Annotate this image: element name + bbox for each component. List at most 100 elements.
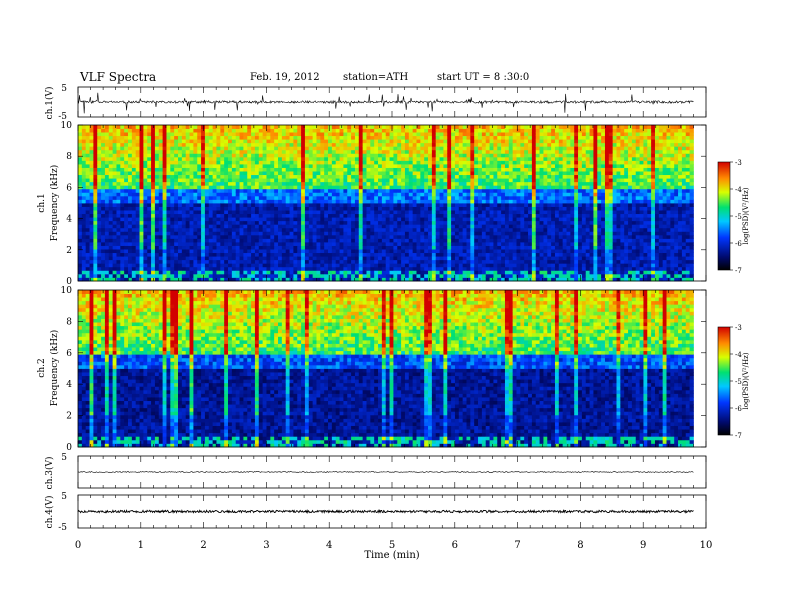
spectrogram-cell	[485, 178, 490, 183]
spectrogram-cell	[278, 213, 283, 218]
spectrogram-cell	[289, 171, 294, 176]
spectrogram-cell	[289, 185, 294, 190]
spectrogram-cell	[243, 142, 248, 147]
spectrogram-cell	[381, 231, 387, 236]
spectrogram-cell	[97, 252, 102, 257]
spectrogram-cell	[304, 149, 310, 154]
spectrogram-cell	[274, 174, 279, 179]
spectrogram-cell	[412, 242, 417, 246]
spectrogram-cell	[312, 245, 317, 250]
spectrogram-cell	[378, 249, 383, 254]
spectrogram-cell	[254, 153, 260, 158]
spectrogram-cell	[251, 273, 256, 278]
spectrogram-cell	[366, 249, 371, 254]
spectrogram-cell	[258, 206, 264, 211]
spectrogram-cell	[378, 220, 383, 225]
spectrogram-cell	[412, 245, 417, 250]
spectrogram-cell	[201, 227, 206, 232]
spectrogram-cell	[174, 132, 179, 137]
spectrogram-cell	[374, 242, 379, 246]
spectrogram-cell	[478, 171, 483, 176]
spectrogram-cell	[335, 167, 340, 172]
spectrogram-cell	[439, 273, 444, 278]
spectrogram-cell	[408, 234, 414, 239]
spectrogram-cell	[178, 146, 183, 151]
spectrogram-cell	[301, 174, 306, 179]
spectrogram-cell	[216, 213, 221, 218]
spectrogram-cell	[331, 206, 337, 211]
ch1-ytick-top: 5	[61, 84, 67, 94]
spectrogram-cell	[501, 213, 506, 218]
spectrogram-cell	[293, 185, 298, 190]
spectrogram-cell	[274, 252, 279, 257]
spectrogram-cell	[443, 128, 448, 133]
spectrogram-cell	[178, 270, 183, 275]
spectrogram-cell	[354, 213, 360, 218]
spectrogram-cell	[151, 266, 156, 271]
spectrogram-cell	[231, 181, 237, 186]
spectrogram-cell	[328, 203, 333, 207]
spectrogram-cell	[158, 171, 164, 176]
spectrogram-cell	[162, 139, 167, 144]
spectrogram-cell	[101, 171, 106, 176]
spectrogram-cell	[201, 220, 206, 225]
spectrogram-cell	[420, 206, 425, 211]
spectrogram-cell	[220, 174, 225, 179]
spectrogram-cell	[489, 135, 494, 140]
spectrogram-cell	[197, 266, 202, 271]
spectrogram-cell	[381, 277, 387, 282]
spectrogram-cell	[135, 128, 140, 133]
spectrogram-cell	[481, 132, 487, 137]
spectrogram-cell	[308, 164, 314, 168]
spectrogram-cell	[328, 227, 333, 232]
spectrogram-cell	[385, 192, 390, 197]
spectrogram-cell	[266, 142, 271, 147]
spectrogram-cell	[208, 160, 214, 165]
spectrogram-cell	[254, 210, 260, 215]
spectrogram-cell	[189, 188, 194, 193]
spectrogram-cell	[431, 149, 437, 154]
spectrogram-cell	[420, 263, 425, 268]
spectrogram-cell	[331, 242, 337, 246]
spectrogram-cell	[362, 277, 367, 282]
spectrogram-cell	[212, 266, 217, 271]
spectrogram-cell	[274, 135, 279, 140]
spectrogram-cell	[289, 220, 294, 225]
spectrogram-cell	[274, 217, 279, 222]
spectrogram-cell	[128, 185, 133, 190]
spectrogram-cell	[401, 167, 406, 172]
spectrogram-cell	[251, 270, 256, 275]
spectrogram-cell	[424, 238, 429, 243]
spectrogram-cell	[289, 217, 294, 222]
spectrogram-cell	[301, 220, 306, 225]
spectrogram-cell	[478, 203, 483, 207]
spectrogram-cell	[278, 199, 283, 204]
spectrogram-cell	[378, 149, 383, 154]
spectrogram-cell	[489, 181, 494, 186]
spectrogram-cell	[301, 178, 306, 183]
spectrogram-cell	[374, 266, 379, 271]
spectrogram-cell	[204, 153, 210, 158]
spectrogram-cell	[147, 199, 152, 204]
spectrogram-cell	[78, 217, 83, 222]
spectrogram-cell	[489, 220, 494, 225]
spectrogram-cell	[462, 270, 467, 275]
spectrogram-cell	[262, 128, 267, 133]
spectrogram-cell	[89, 178, 94, 183]
spectrogram-cell	[458, 245, 464, 250]
spectrogram-cell	[181, 277, 187, 282]
spectrogram-cell	[170, 181, 175, 186]
spectrogram-cell	[504, 273, 510, 278]
spectrogram-cell	[224, 252, 229, 257]
spectrogram-cell	[424, 195, 429, 200]
spectrogram-cell	[158, 234, 164, 239]
spectrogram-cell	[158, 178, 164, 183]
spectrogram-cell	[128, 213, 133, 218]
spectrogram-cell	[501, 277, 506, 282]
spectrogram-cell	[197, 203, 202, 207]
spectrogram-cell	[478, 238, 483, 243]
spectrogram-cell	[301, 256, 306, 261]
spectrogram-cell	[339, 174, 344, 179]
spectrogram-cell	[166, 220, 171, 225]
spectrogram-cell	[208, 231, 214, 236]
